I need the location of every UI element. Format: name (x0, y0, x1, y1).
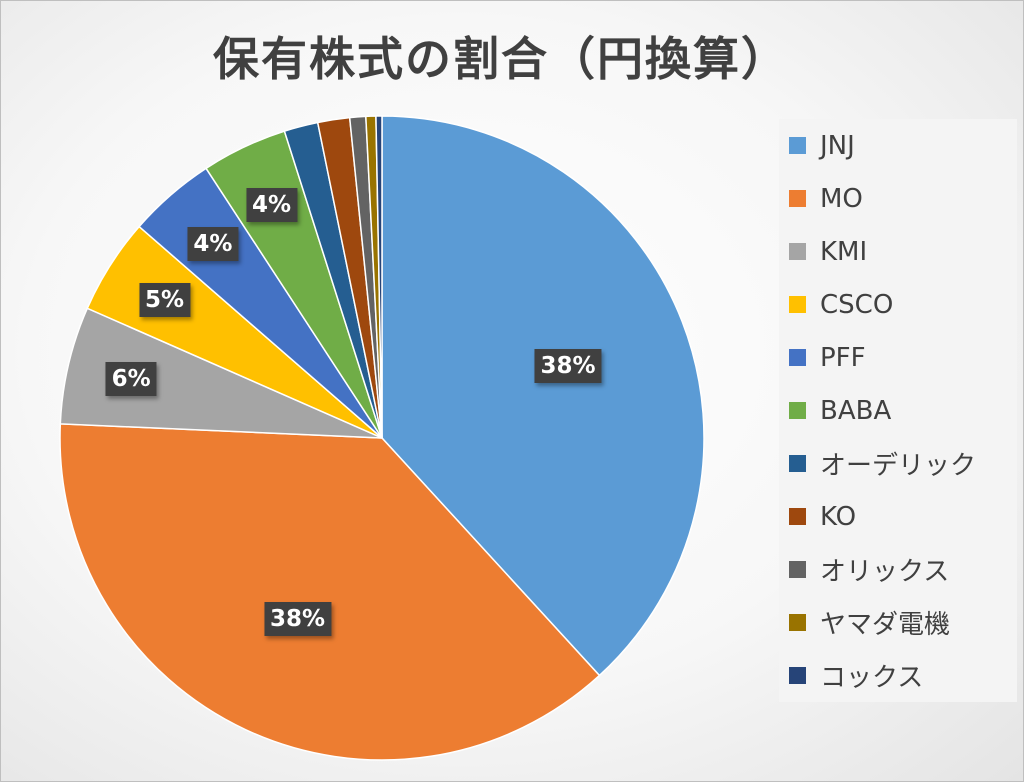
legend-item-4: PFF (779, 331, 1017, 384)
legend-item-9: ヤマダ電機 (779, 596, 1017, 649)
legend-item-10: コックス (779, 649, 1017, 702)
legend-label-3: CSCO (820, 289, 894, 320)
legend-label-2: KMI (820, 236, 868, 267)
pie-slice-0 (381, 115, 705, 677)
legend-item-0: JNJ (779, 119, 1017, 172)
legend-label-10: コックス (820, 663, 924, 693)
data-label-3: 5% (138, 282, 191, 317)
legend-item-6: オーデリック (779, 437, 1017, 490)
legend-swatch-5 (789, 402, 806, 419)
pie-slice-10 (375, 115, 383, 439)
legend-swatch-0 (789, 137, 806, 154)
data-label-2: 6% (105, 362, 157, 397)
legend-item-5: BABA (779, 384, 1017, 437)
legend-swatch-9 (789, 614, 806, 631)
legend-label-0: JNJ (820, 130, 855, 161)
legend-item-7: KO (779, 490, 1017, 543)
legend-item-1: MO (779, 172, 1017, 225)
data-label-0: 38% (534, 348, 602, 383)
legend-swatch-7 (789, 508, 806, 525)
legend-item-8: オリックス (779, 543, 1017, 596)
legend-label-7: KO (820, 501, 857, 532)
data-label-1: 38% (264, 601, 332, 636)
legend-label-9: ヤマダ電機 (820, 610, 951, 640)
data-label-4: 4% (187, 226, 239, 261)
pie-slice-1 (59, 423, 601, 761)
legend-label-1: MO (820, 183, 863, 214)
legend-label-6: オーデリック (820, 451, 977, 481)
legend-label-4: PFF (820, 342, 866, 373)
legend: JNJ MO KMI CSCO PFF BABA オーデリック KO オリックスヤマダ電機コック… (779, 119, 1017, 702)
chart-title: 保有株式の割合（円換算） (213, 32, 789, 86)
legend-item-2: KMI (779, 225, 1017, 278)
data-label-5: 4% (246, 188, 298, 223)
legend-item-3: CSCO (779, 278, 1017, 331)
legend-label-8: オリックス (820, 557, 950, 587)
legend-swatch-3 (789, 296, 806, 313)
legend-swatch-4 (789, 349, 806, 366)
legend-label-5: BABA (820, 395, 892, 426)
legend-swatch-8 (789, 561, 806, 578)
legend-swatch-10 (789, 667, 806, 684)
legend-swatch-1 (789, 190, 806, 207)
legend-swatch-6 (789, 455, 806, 472)
legend-swatch-2 (789, 243, 806, 260)
